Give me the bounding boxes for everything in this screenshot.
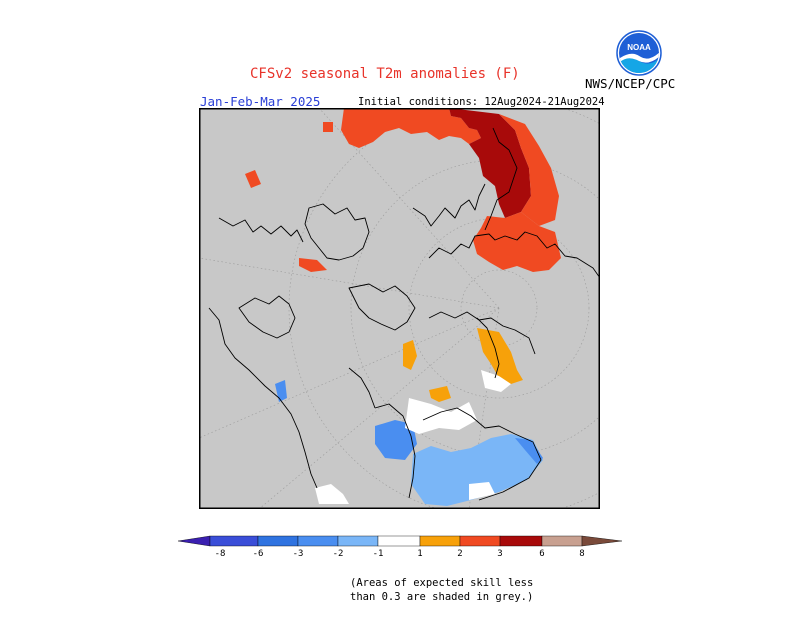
colorbar-segment [337,535,379,547]
meridian-line [199,307,500,439]
meridian-line [258,307,500,509]
meridian-line [199,257,500,309]
logo-bird [620,52,659,63]
anomaly-map [199,108,600,509]
colorbar-segment [499,535,543,547]
agency-label: NWS/NCEP/CPC [585,76,676,91]
low-skill-area [315,484,349,504]
colorbar-segment [297,535,339,547]
colorbar-segment [257,535,299,547]
logo-text: NOAA [627,43,651,52]
anomaly-region-mongolia [411,434,543,506]
tick-label: 8 [579,549,584,559]
anomaly-region-jan-mayen [245,170,261,188]
coastline-europe-north [484,127,518,231]
skill-note-line-2: than 0.3 are shaded in grey.) [350,591,534,603]
anomaly-region-northwest-russia [449,108,531,218]
coastline-kamchatka [348,367,376,409]
coastline-hudson-bay [238,295,296,339]
low-skill-area [405,398,477,434]
colorbar-segments [177,535,623,547]
coastline-siberia [428,311,536,355]
initial-conditions-label: Initial conditions: 12Aug2024-21Aug2024 [358,96,605,108]
coastline-scandinavia [428,231,600,279]
coastline-caspian [476,317,500,379]
anomaly-region-central-siberia [477,328,523,384]
coastline-russia-arctic [412,183,486,227]
colorbar-segment [541,535,583,547]
coastline-greenland [304,203,370,261]
anomaly-region-scandinavia [341,108,481,148]
tick-label: 1 [417,549,422,559]
low-skill-area [469,482,495,500]
season-label: Jan-Feb-Mar 2025 [200,94,321,109]
tick-label: 2 [457,549,462,559]
low-skill-area [481,370,511,392]
anomaly-region-svalbard [299,258,327,272]
coastlines [208,127,600,501]
coastline-east-asia [374,403,416,499]
colorbar-segment [419,535,461,547]
tick-label: 6 [539,549,544,559]
skill-note-line-1: (Areas of expected skill less [350,577,534,589]
colorbar-arrow-left [177,535,211,547]
anomaly-region-manchuria [515,438,543,464]
tick-label: -3 [293,549,304,559]
map-frame [199,108,600,509]
noaa-logo: NOAA [616,30,662,76]
colorbar-segment [377,535,421,547]
colorbar-segment [209,535,259,547]
anomaly-region-greenland-coast [403,340,417,370]
anomaly-region-canadian-arctic [429,386,451,402]
coastline-canada-arctic [218,217,304,243]
skill-note: (Areas of expected skill less than 0.3 a… [350,576,550,604]
tick-label: -8 [215,549,226,559]
tick-label: -1 [373,549,384,559]
anomaly-region-alaska [275,380,287,402]
latitude-circle-80 [460,269,538,347]
chart-title: CFSv2 seasonal T2m anomalies (F) [250,66,520,82]
colorbar-tick-labels: -8 -6 -3 -2 -1 1 2 3 6 8 [215,549,585,559]
tick-label: -6 [253,549,264,559]
coastline-north-america [208,307,318,489]
coastline-arctic-islands [348,283,416,331]
colorbar-segment [459,535,501,547]
latitude-circle-70 [408,217,590,399]
anomaly-region-northeast-china [375,420,417,460]
color-legend: -8 -6 -3 -2 -1 1 2 3 6 8 [177,535,623,559]
anomaly-cell [323,122,333,132]
anomaly-region-ural-kara [473,212,561,272]
colorbar-arrow-right [581,535,623,547]
coastline-china [422,407,542,501]
anomaly-region-russia-ne [499,114,559,226]
tick-label: 3 [497,549,502,559]
tick-label: -2 [333,549,344,559]
